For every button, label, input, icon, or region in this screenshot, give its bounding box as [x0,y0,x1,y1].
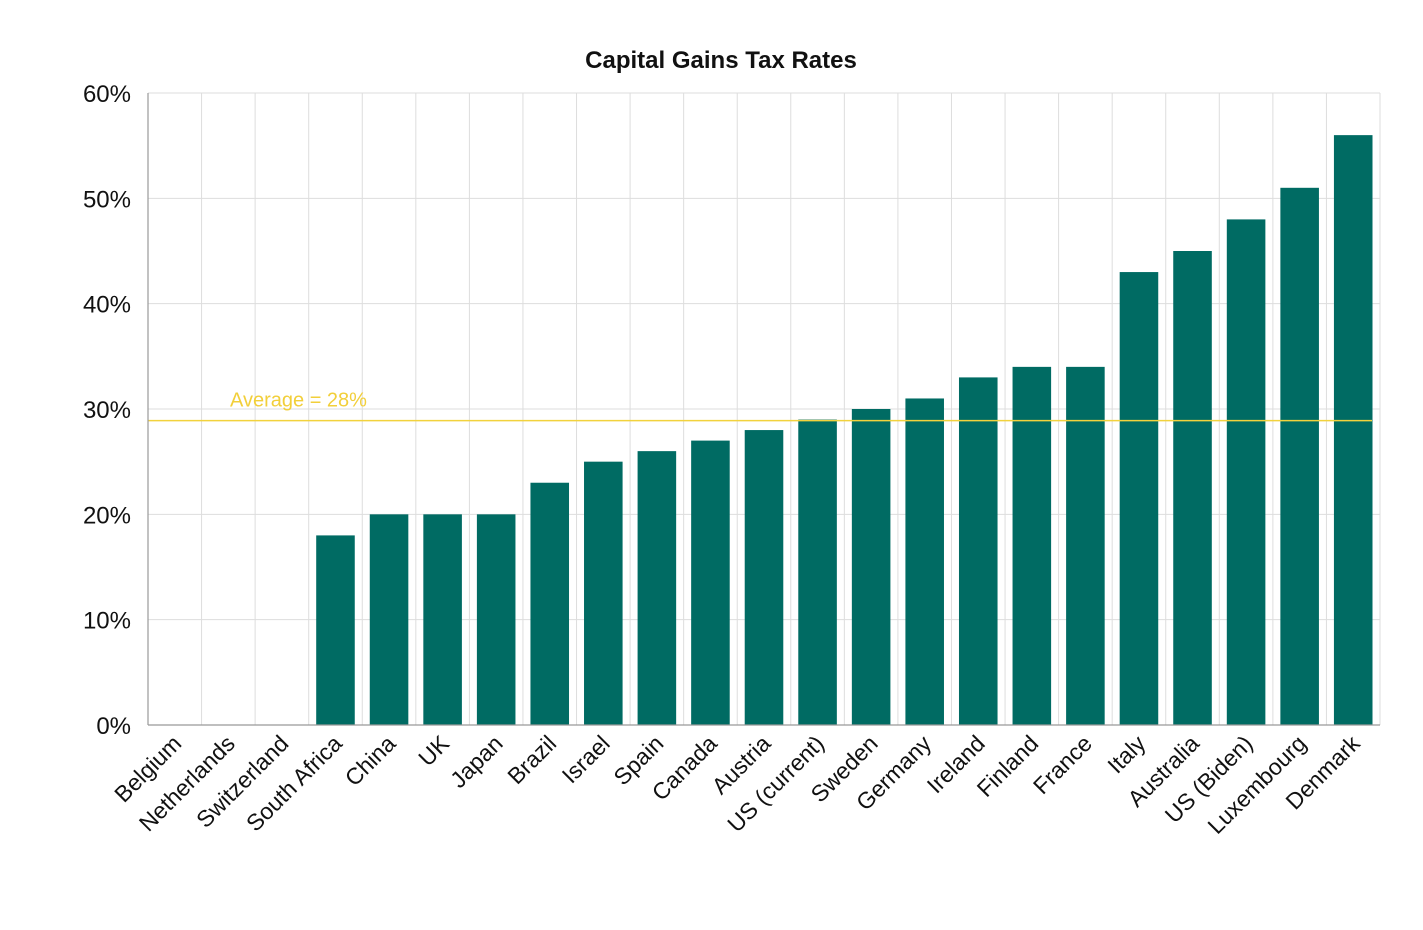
bars [316,135,1373,726]
y-tick-label: 10% [83,608,131,635]
bar-denmark [1333,135,1373,726]
x-tick-label: Japan [445,730,508,793]
bar-germany [905,398,944,725]
y-tick-label: 0% [96,713,131,740]
bar-uk [423,514,462,725]
y-axis-tick-labels: 0% 10% 20% 30% 40% 50% 60% [83,81,131,740]
bar-austria [744,430,784,725]
chart-title: Capital Gains Tax Rates [585,47,857,74]
x-tick-label: Israel [557,730,615,788]
bar-sweden [851,409,891,725]
bar-finland [1012,366,1052,725]
bar-ireland [958,377,998,725]
x-tick-label: Finland [972,730,1044,802]
bar-israel [584,461,623,725]
y-tick-label: 40% [83,292,131,319]
bar-spain [637,451,677,725]
bar-australia [1173,251,1212,725]
bar-canada [691,440,730,725]
bar-japan [476,514,516,725]
bar-us-current [798,419,837,725]
bar-south-africa [316,535,355,725]
y-tick-label: 60% [83,81,131,108]
y-tick-label: 20% [83,502,131,529]
grid [147,92,1381,726]
bar-luxembourg [1280,187,1319,726]
x-tick-label: Brazil [502,730,561,789]
y-tick-label: 30% [83,397,131,424]
bar-china [369,514,409,725]
bar-france [1066,366,1105,725]
axes [147,93,1380,726]
x-tick-label: UK [413,730,454,771]
y-tick-label: 50% [83,186,131,213]
x-tick-label: France [1028,730,1097,799]
bar-italy [1119,272,1159,725]
bar-us-biden [1226,219,1266,725]
x-tick-label: China [340,730,401,791]
bar-brazil [530,482,570,725]
average-label: Average = 28% [230,390,367,412]
average-reference: Average = 28% [148,390,1372,422]
